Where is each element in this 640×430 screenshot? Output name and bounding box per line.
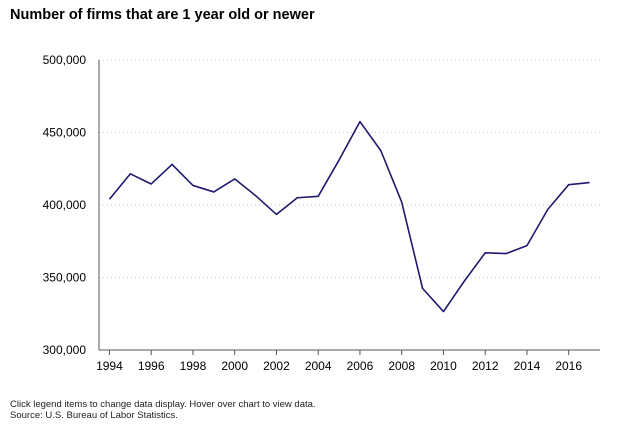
data-point[interactable]: 2011: 347,500 (459, 276, 469, 286)
data-point[interactable]: 2012: 367,000 (480, 248, 490, 258)
source-note: Source: U.S. Bureau of Labor Statistics. (10, 410, 178, 421)
data-point[interactable]: 2006: 457,500 (355, 117, 365, 127)
series-line[interactable] (108, 120, 590, 313)
x-tick-label: 2014 (514, 359, 541, 373)
data-point[interactable]: 2015: 397,000 (543, 204, 553, 214)
data-point[interactable]: 2005: 431,000 (334, 155, 344, 165)
data-point[interactable]: 2002: 393,500 (271, 209, 281, 219)
chart-title: Number of firms that are 1 year old or n… (10, 7, 315, 23)
y-tick-label: 400,000 (43, 198, 87, 212)
x-axis-ticks: 1994 1996 1998 2000 2002 2004 2006 2008 2010 2012… (96, 350, 582, 373)
axes (98, 60, 600, 351)
chart-notes: Click legend items to change data displa… (10, 399, 316, 421)
data-point[interactable]: 2016: 414,000 (564, 180, 574, 190)
x-tick-label: 2012 (472, 359, 499, 373)
y-tick-label: 300,000 (43, 343, 87, 357)
data-point[interactable]: 2001: 406,500 (251, 191, 261, 201)
x-tick-label: 1996 (138, 359, 165, 373)
x-tick-label: 1998 (180, 359, 207, 373)
hover-instructions: Click legend items to change data displa… (10, 399, 316, 410)
y-tick-label: 500,000 (43, 53, 87, 67)
y-axis-ticks: 300,000 350,000 400,000 450,000 500,000 (43, 53, 87, 357)
data-point[interactable]: 1997: 428,000 (167, 159, 177, 169)
data-point[interactable]: 1994: 404,000 (104, 194, 114, 204)
y-tick-label: 450,000 (43, 126, 87, 140)
data-point[interactable]: 2008: 402,000 (397, 197, 407, 207)
data-point[interactable]: 2010: 326,500 (438, 307, 448, 317)
y-tick-label: 350,000 (43, 271, 87, 285)
data-point[interactable]: 2013: 366,500 (501, 249, 511, 259)
data-point[interactable]: 2004: 406,000 (313, 191, 323, 201)
x-tick-label: 2002 (263, 359, 290, 373)
data-point[interactable]: 1996: 414,500 (146, 179, 156, 189)
data-point[interactable]: 2014: 372,000 (522, 241, 532, 251)
x-tick-label: 2016 (555, 359, 582, 373)
data-point[interactable]: 2007: 437,500 (376, 146, 386, 156)
x-tick-label: 2006 (347, 359, 374, 373)
data-point[interactable]: 2003: 405,000 (292, 193, 302, 203)
x-tick-label: 2008 (388, 359, 415, 373)
line-chart[interactable]: 300,000 350,000 400,000 450,000 500,000 1994… (0, 0, 640, 395)
x-tick-label: 2004 (305, 359, 332, 373)
data-point[interactable]: 2017: 415,500 (585, 178, 595, 188)
data-point[interactable]: 1999: 409,000 (209, 187, 219, 197)
series-lines: 1994: 404,000 1995: 421,500 1996: 414,500 1… (104, 117, 595, 317)
x-tick-label: 1994 (96, 359, 123, 373)
x-tick-label: 2000 (221, 359, 248, 373)
data-point[interactable]: 2000: 418,000 (230, 174, 240, 184)
data-point[interactable]: 1998: 413,500 (188, 180, 198, 190)
data-point[interactable]: 2009: 342,500 (418, 283, 428, 293)
data-point[interactable]: 1995: 421,500 (125, 169, 135, 179)
x-tick-label: 2010 (430, 359, 457, 373)
